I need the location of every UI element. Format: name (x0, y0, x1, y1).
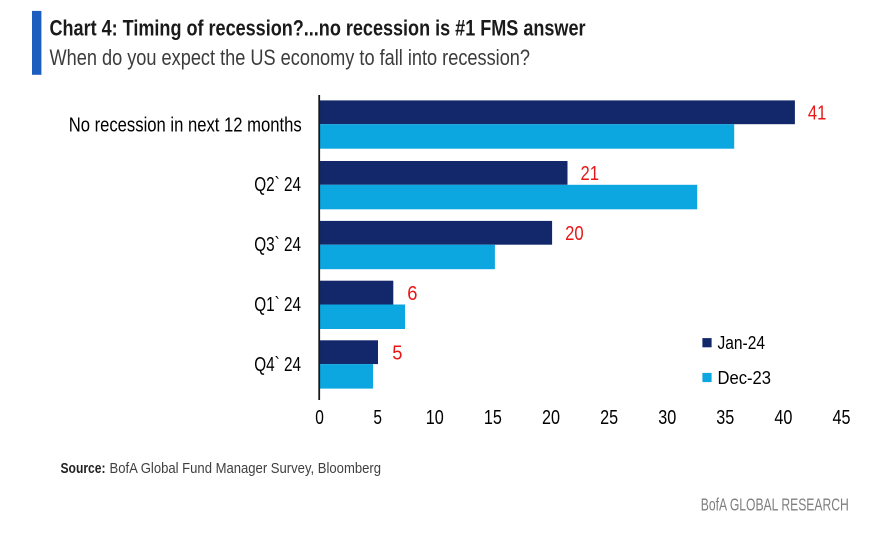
svg-text:5: 5 (373, 407, 382, 429)
svg-text:10: 10 (426, 407, 444, 429)
svg-text:41: 41 (808, 103, 827, 125)
svg-text:BofA GLOBAL RESEARCH: BofA GLOBAL RESEARCH (701, 494, 849, 514)
svg-text:40: 40 (774, 407, 792, 429)
svg-text:20: 20 (542, 407, 560, 429)
svg-text:When do you expect the US econ: When do you expect the US economy to fal… (50, 45, 531, 70)
svg-text:Q4` 24: Q4` 24 (254, 354, 301, 376)
svg-text:No recession in next 12 months: No recession in next 12 months (69, 115, 302, 137)
svg-text:Q3` 24: Q3` 24 (254, 234, 301, 256)
svg-text:35: 35 (716, 407, 734, 429)
svg-text:Jan-24: Jan-24 (718, 333, 766, 353)
svg-text:6: 6 (407, 283, 417, 305)
svg-text:Q2` 24: Q2` 24 (254, 174, 301, 196)
svg-text:Chart 4: Timing of recession?.: Chart 4: Timing of recession?...no reces… (50, 16, 586, 41)
svg-text:Dec-23: Dec-23 (718, 368, 772, 388)
svg-text:5: 5 (392, 343, 402, 365)
svg-text:Source:: Source: (61, 460, 106, 477)
svg-text:BofA Global Fund Manager Surve: BofA Global Fund Manager Survey, Bloombe… (110, 460, 382, 477)
svg-text:20: 20 (565, 223, 584, 245)
svg-text:Q1` 24: Q1` 24 (254, 294, 301, 316)
svg-text:21: 21 (581, 163, 600, 185)
svg-text:45: 45 (833, 407, 851, 429)
svg-text:15: 15 (484, 407, 502, 429)
svg-text:25: 25 (600, 407, 618, 429)
svg-text:30: 30 (658, 407, 676, 429)
svg-text:0: 0 (315, 407, 324, 429)
